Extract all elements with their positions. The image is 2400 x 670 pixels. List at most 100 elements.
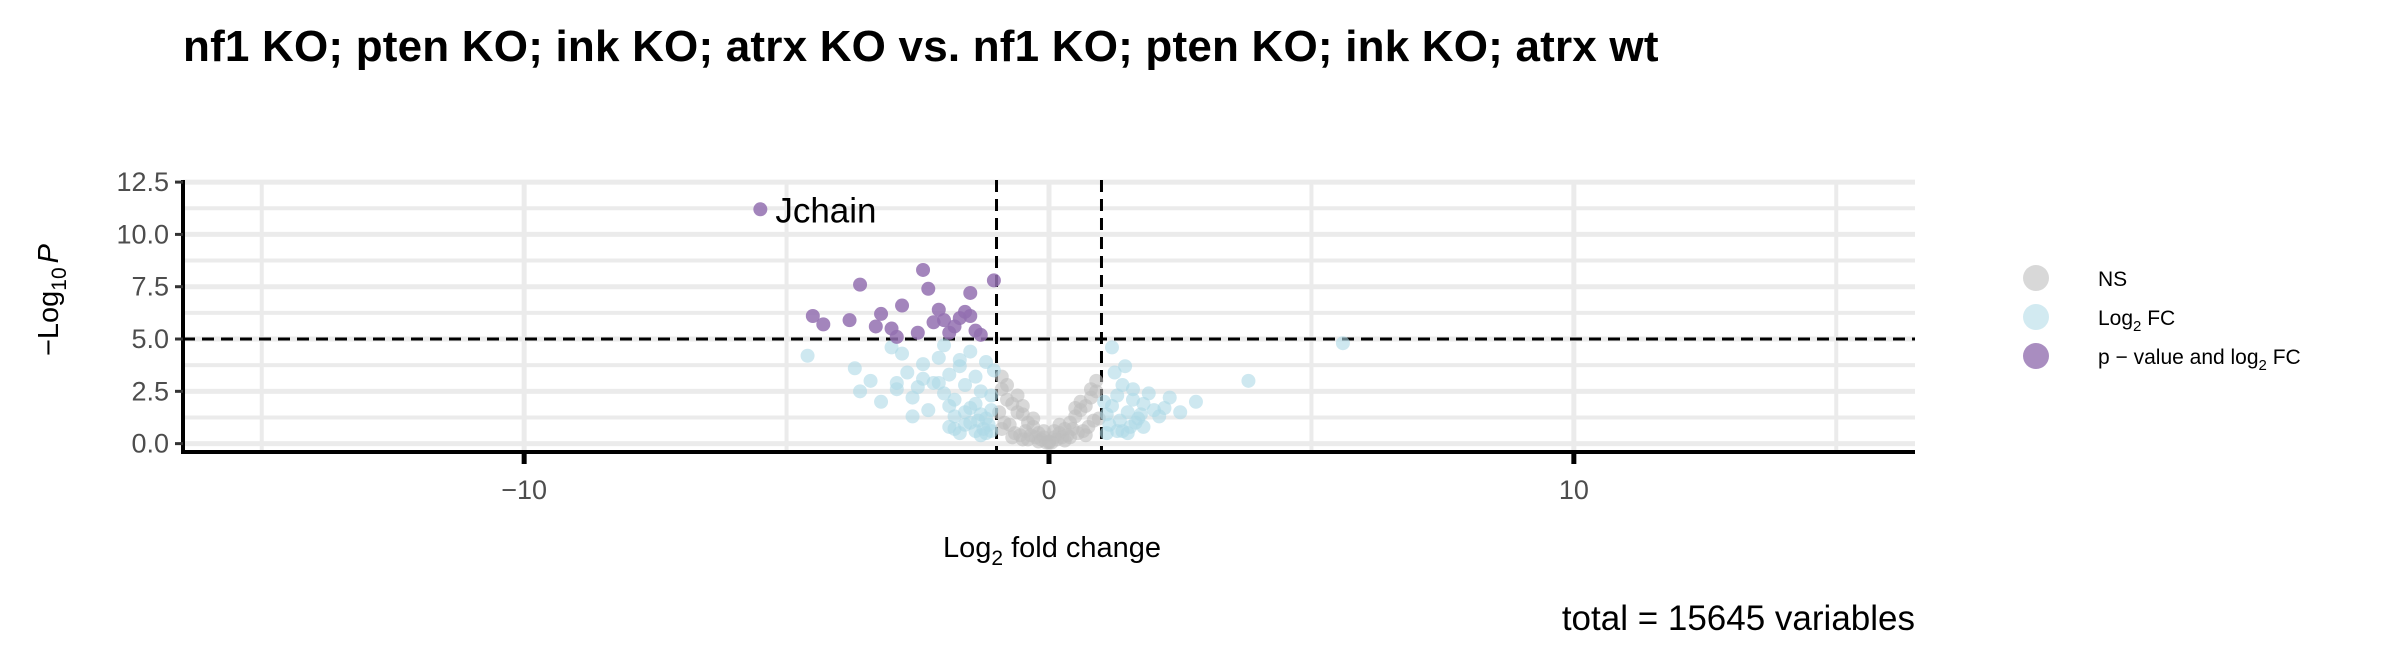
legend-label-fc: Log2 FC [2098, 307, 2175, 335]
data-point-fc [1125, 392, 1140, 407]
data-point-fc [1118, 359, 1133, 374]
legend-swatch-fc [2023, 304, 2049, 330]
data-point-fc [1136, 396, 1151, 411]
data-point-fc [986, 363, 1001, 378]
legend-swatch-both [2023, 343, 2049, 369]
data-point-fc [889, 375, 904, 390]
data-point-both [895, 298, 910, 313]
data-point-ns [1026, 411, 1041, 426]
data-point-ns [1015, 398, 1030, 413]
y-tick-label: 10.0 [116, 219, 169, 249]
data-point-fc [884, 340, 899, 355]
data-point-fc [1141, 386, 1156, 401]
data-point-fc [916, 357, 931, 372]
x-tick-label: 10 [1559, 475, 1589, 505]
data-point-fc [984, 403, 999, 418]
data-point-fc [952, 426, 967, 441]
data-point-both [926, 315, 941, 330]
data-point-fc [1110, 388, 1125, 403]
x-tick-label: −10 [501, 475, 547, 505]
data-point-fc [1157, 401, 1172, 416]
caption: total = 15645 variables [1562, 599, 1915, 638]
y-tick-label: 2.5 [131, 376, 169, 406]
data-point-ns [1078, 428, 1093, 443]
x-tick-label: 0 [1041, 475, 1056, 505]
data-point-fc [847, 361, 862, 376]
data-point-both [963, 309, 978, 323]
data-point-fc [1120, 426, 1135, 441]
axes: 0.0 2.5 5.0 7.5 10.0 12.5 −10 0 10 [116, 167, 1915, 505]
data-point-both [931, 302, 946, 317]
data-point-fc [905, 409, 920, 424]
data-point-fc [973, 384, 988, 399]
data-point-fc [1188, 394, 1203, 409]
data-point-both [805, 309, 820, 323]
data-point-both [916, 262, 931, 277]
legend-label-ns: NS [2098, 268, 2127, 291]
data-point-fc [984, 424, 999, 439]
data-point-both [853, 277, 868, 292]
data-point-fc [931, 375, 946, 390]
y-tick-label: 0.0 [131, 429, 169, 459]
data-point-ns [1010, 388, 1025, 403]
data-point-both [816, 317, 831, 332]
data-point-fc [942, 367, 957, 382]
data-point-both [952, 311, 967, 326]
data-point-fc [1241, 373, 1256, 388]
point-labels: Jchain [775, 191, 876, 230]
data-point-fc [958, 378, 973, 393]
data-point-fc [937, 338, 952, 353]
data-point-both [963, 285, 978, 300]
data-point-ns [1089, 373, 1104, 388]
data-point-ns [1005, 430, 1020, 445]
data-point-ns [994, 421, 1009, 436]
data-point-fc [905, 390, 920, 405]
data-point-ns [1057, 433, 1072, 448]
data-point-ns [1068, 401, 1083, 416]
data-point-fc [1173, 405, 1188, 420]
data-point-fc [916, 371, 931, 386]
data-point-both [874, 306, 889, 321]
legend-label-both: p − value and log2 FC [2098, 346, 2301, 374]
x-axis-title: Log2 fold change [943, 532, 1161, 570]
data-point-both [889, 329, 904, 344]
data-point-fc [937, 386, 952, 401]
chart-title: nf1 KO; pten KO; ink KO; atrx KO vs. nf1… [183, 22, 1659, 71]
data-point-fc [1115, 378, 1130, 393]
data-point-fc [984, 388, 999, 403]
y-axis-title: −Log10P [33, 243, 71, 356]
grid [183, 179, 1915, 452]
data-point-both [868, 319, 883, 334]
gene-label: Jchain [775, 191, 876, 230]
data-point-fc [963, 401, 978, 416]
data-point-fc [863, 373, 878, 388]
data-point-fc [1125, 382, 1140, 397]
data-point-ns [1044, 435, 1059, 450]
data-points [753, 202, 1350, 450]
cutoff-lines [183, 180, 1915, 452]
data-point-fc [1112, 413, 1127, 428]
data-point-both [973, 327, 988, 342]
data-point-fc [1097, 394, 1112, 409]
data-point-fc [895, 346, 910, 361]
data-point-fc [952, 352, 967, 367]
data-point-fc [1162, 390, 1177, 405]
data-point-fc [853, 384, 868, 399]
data-point-fc [1136, 419, 1151, 434]
y-tick-label: 7.5 [131, 272, 169, 302]
data-point-both [942, 325, 957, 340]
y-tick-label: 5.0 [131, 324, 169, 354]
data-point-both [753, 202, 768, 217]
legend-swatch-ns [2023, 265, 2049, 291]
data-point-fc [973, 428, 988, 443]
data-point-both [910, 325, 925, 340]
data-point-both [842, 313, 857, 328]
data-point-fc [1104, 340, 1119, 355]
data-point-fc [1107, 365, 1122, 380]
data-point-fc [1099, 426, 1114, 441]
data-point-fc [942, 398, 957, 413]
data-point-ns [1015, 432, 1030, 447]
y-tick-label: 12.5 [116, 167, 169, 197]
data-point-fc [947, 409, 962, 424]
